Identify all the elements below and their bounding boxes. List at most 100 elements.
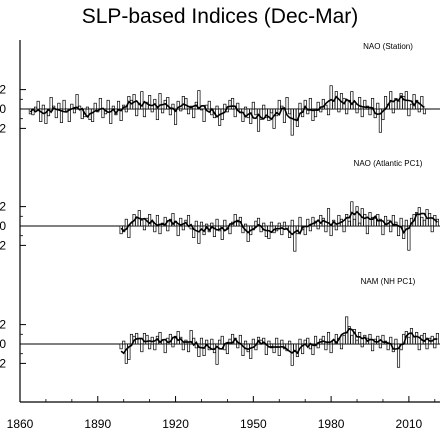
index-bar bbox=[153, 343, 157, 351]
index-bar bbox=[36, 100, 40, 110]
index-bar bbox=[326, 108, 331, 116]
index-bar bbox=[394, 338, 398, 345]
index-bar bbox=[161, 108, 165, 114]
index-bar bbox=[267, 108, 271, 121]
index-bar bbox=[148, 214, 152, 227]
index-bar bbox=[420, 96, 424, 110]
index-bar bbox=[158, 332, 162, 345]
index-bar bbox=[358, 97, 362, 110]
index-bar bbox=[381, 225, 385, 236]
index-bar bbox=[407, 108, 411, 117]
index-bar bbox=[275, 337, 279, 345]
index-bar bbox=[181, 343, 185, 351]
index-bar bbox=[256, 217, 261, 227]
index-bar bbox=[218, 108, 222, 126]
index-bar bbox=[215, 343, 219, 365]
index-bar bbox=[396, 343, 401, 368]
index-bar bbox=[435, 218, 439, 227]
index-bar bbox=[199, 221, 204, 227]
index-bar bbox=[290, 343, 294, 366]
index-bar bbox=[363, 99, 367, 110]
index-bar bbox=[345, 214, 349, 227]
index-bar bbox=[262, 104, 266, 110]
index-bar bbox=[293, 108, 297, 121]
index-bar bbox=[298, 102, 302, 110]
index-bar bbox=[176, 331, 180, 345]
index-bar bbox=[210, 222, 214, 227]
index-bar bbox=[101, 108, 105, 119]
index-bar bbox=[329, 225, 333, 237]
index-bar bbox=[262, 337, 266, 345]
index-bar bbox=[407, 225, 411, 251]
index-bar bbox=[311, 343, 315, 356]
index-bar bbox=[93, 102, 97, 110]
index-bar bbox=[207, 100, 211, 110]
index-bar bbox=[407, 336, 411, 345]
index-bar bbox=[329, 85, 333, 110]
index-bar bbox=[321, 335, 325, 345]
index-bar bbox=[422, 332, 426, 345]
index-bar bbox=[272, 343, 276, 354]
index-bar bbox=[176, 100, 180, 110]
index-bar bbox=[324, 104, 328, 110]
index-bar bbox=[150, 108, 154, 113]
y-tick-label: 0 bbox=[0, 337, 6, 351]
index-bar bbox=[205, 223, 209, 227]
index-bar bbox=[267, 340, 271, 345]
panel-label: NAM (NH PC1) bbox=[361, 277, 416, 286]
index-bar bbox=[267, 225, 271, 239]
index-bar bbox=[39, 108, 43, 122]
index-bar bbox=[49, 97, 53, 110]
index-bar bbox=[430, 225, 434, 233]
y-tick-label: 2 bbox=[0, 121, 6, 135]
index-bar bbox=[433, 343, 437, 349]
index-bar bbox=[378, 108, 382, 133]
index-bar bbox=[319, 108, 323, 113]
index-bar bbox=[409, 103, 414, 110]
index-bar bbox=[228, 99, 232, 110]
index-bar bbox=[399, 217, 403, 227]
index-bar bbox=[166, 225, 170, 232]
index-bar bbox=[244, 223, 248, 227]
index-bar bbox=[244, 340, 248, 345]
index-bar bbox=[72, 108, 76, 114]
index-bar bbox=[254, 220, 258, 227]
index-bar bbox=[355, 108, 359, 114]
index-bar bbox=[98, 97, 102, 110]
index-bar bbox=[342, 225, 346, 233]
y-tick-label: 2 bbox=[0, 318, 6, 332]
index-bar bbox=[254, 108, 258, 116]
index-bar bbox=[197, 225, 201, 244]
index-bar bbox=[316, 225, 320, 230]
index-bar bbox=[244, 106, 248, 110]
index-bar bbox=[168, 108, 172, 116]
index-bar bbox=[212, 225, 216, 238]
index-bar bbox=[34, 106, 38, 110]
index-bar bbox=[381, 108, 385, 121]
index-bar bbox=[298, 338, 302, 345]
index-bar bbox=[251, 101, 255, 110]
index-bar bbox=[391, 108, 395, 114]
index-bar bbox=[339, 343, 344, 350]
index-bar bbox=[314, 108, 318, 118]
index-bar bbox=[62, 99, 66, 110]
index-bar bbox=[303, 99, 307, 110]
index-bar bbox=[262, 222, 266, 227]
index-bar bbox=[314, 335, 318, 345]
y-tick-label: 2 bbox=[0, 83, 6, 97]
index-bar bbox=[124, 343, 128, 364]
index-bar bbox=[202, 108, 206, 122]
index-bar bbox=[75, 94, 79, 110]
index-bar bbox=[301, 343, 305, 355]
index-bar bbox=[225, 343, 229, 355]
index-bar bbox=[171, 343, 175, 348]
index-bar bbox=[417, 108, 421, 113]
index-bar bbox=[106, 99, 110, 110]
index-bar bbox=[272, 108, 276, 129]
index-bar bbox=[194, 220, 198, 227]
y-tick-label: 2 bbox=[0, 200, 6, 214]
index-bar bbox=[350, 91, 354, 110]
index-bar bbox=[368, 108, 372, 116]
index-bar bbox=[306, 337, 310, 345]
index-bar bbox=[269, 108, 274, 114]
